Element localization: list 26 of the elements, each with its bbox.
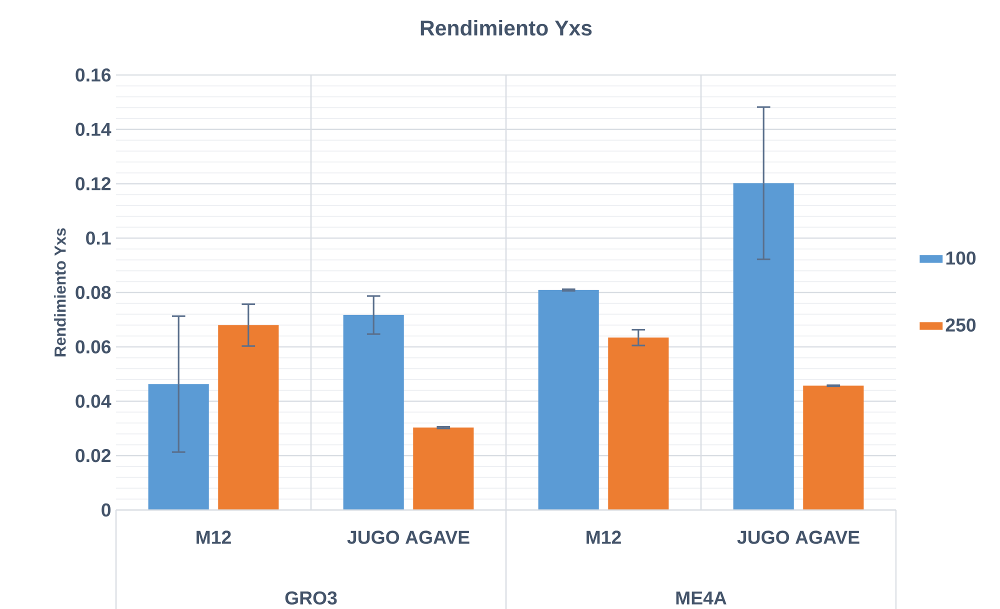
- legend-label: 100: [946, 251, 976, 265]
- y-tick-label: 0.1: [86, 231, 111, 245]
- bar: [538, 290, 599, 510]
- y-tick-label: 0: [102, 503, 111, 517]
- y-tick-label: 0.16: [76, 68, 111, 82]
- y-tick-label: 0.08: [76, 286, 111, 300]
- legend-label: 250: [946, 318, 976, 332]
- y-tick-label: 0.14: [76, 122, 112, 136]
- bar: [218, 325, 279, 510]
- bar: [733, 183, 794, 510]
- chart-title: Rendimiento Yxs: [420, 20, 592, 36]
- x-tick-label: M12: [586, 530, 621, 544]
- y-tick-label: 0.06: [76, 340, 111, 354]
- y-tick-label: 0.04: [76, 394, 112, 408]
- bar: [608, 338, 669, 510]
- y-tick-label: 0.12: [76, 177, 111, 190]
- bar: [803, 386, 864, 510]
- text: ME4A: [676, 592, 726, 604]
- text: GRO3: [285, 591, 337, 605]
- y-tick-label: 0.02: [76, 448, 111, 462]
- x-tick-label: JUGO AGAVE: [737, 530, 860, 544]
- bar: [343, 314, 404, 510]
- bar: [413, 428, 474, 510]
- x-tick-label: M12: [196, 530, 231, 544]
- y-axis-title: Rendimiento Yxs: [54, 228, 66, 356]
- x-tick-label: JUGO AGAVE: [347, 530, 470, 544]
